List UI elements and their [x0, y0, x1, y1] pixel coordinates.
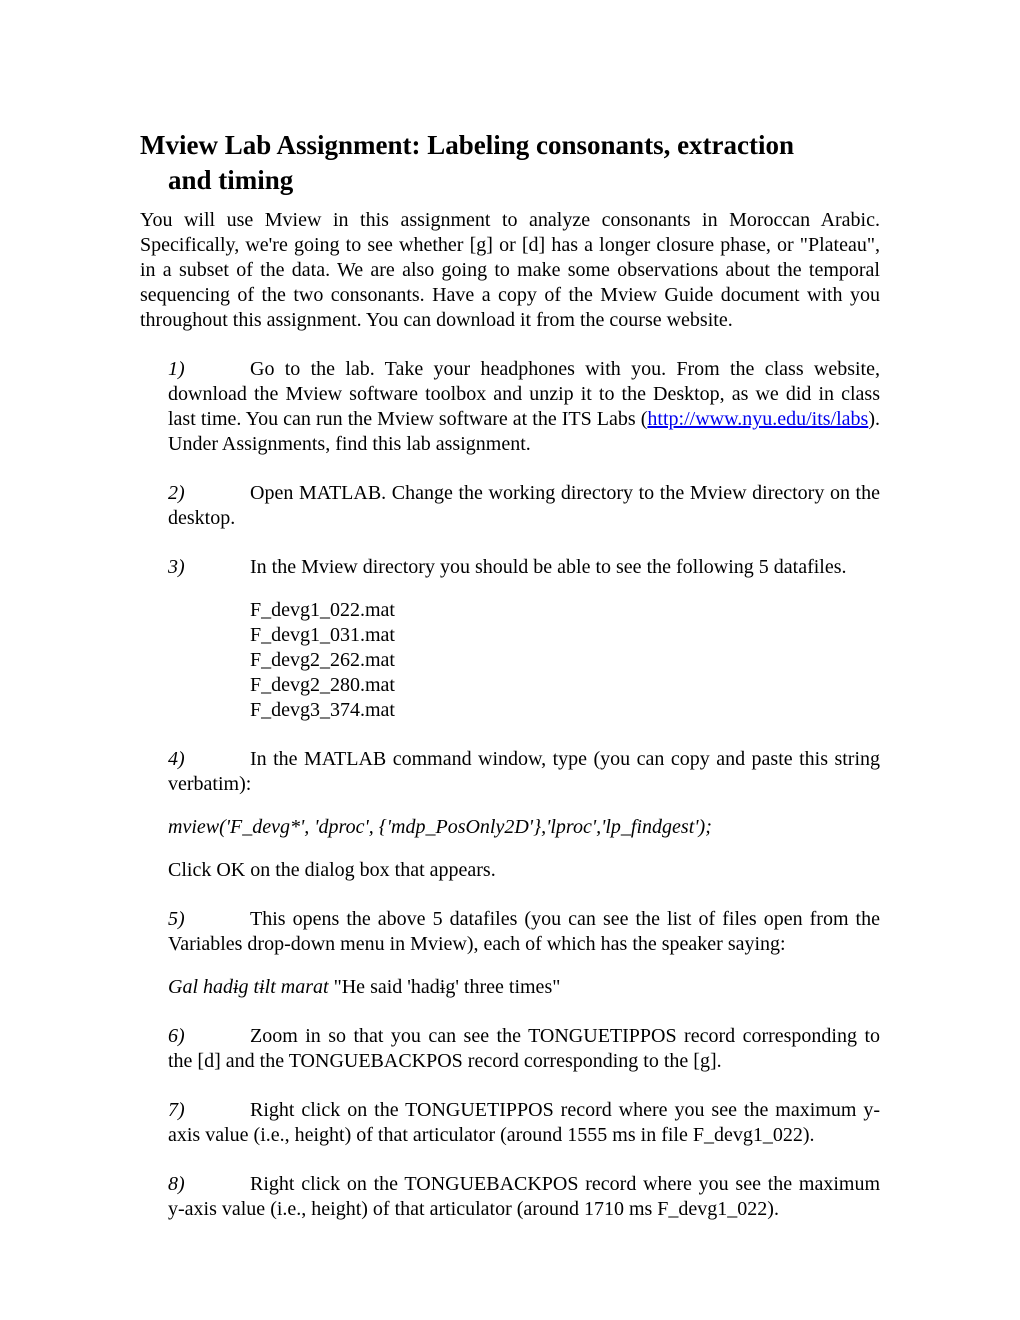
step-6: 6)Zoom in so that you can see the TONGUE… [140, 1024, 880, 1074]
step-4-number: 4) [168, 747, 250, 772]
step-4-text: In the MATLAB command window, type (you … [168, 748, 880, 795]
file-5: F_devg3_374.mat [250, 698, 880, 723]
step-3: 3)In the Mview directory you should be a… [140, 555, 880, 580]
intro-paragraph: You will use Mview in this assignment to… [140, 208, 880, 333]
file-1: F_devg1_022.mat [250, 598, 880, 623]
step-7-number: 7) [168, 1098, 250, 1123]
step-6-text: Zoom in so that you can see the TONGUETI… [168, 1025, 880, 1072]
step-5-number: 5) [168, 907, 250, 932]
datafile-list: F_devg1_022.mat F_devg1_031.mat F_devg2_… [140, 598, 880, 723]
step-3-number: 3) [168, 555, 250, 580]
step-2: 2)Open MATLAB. Change the working direct… [140, 481, 880, 531]
step-6-number: 6) [168, 1024, 250, 1049]
page-title: Mview Lab Assignment: Labeling consonant… [140, 128, 880, 198]
step-1-number: 1) [168, 357, 250, 382]
step-8-text: Right click on the TONGUEBACKPOS record … [168, 1173, 880, 1220]
step-7-text: Right click on the TONGUETIPPOS record w… [168, 1099, 880, 1146]
utterance-italic: Gal hadɨg tɨlt marat [168, 976, 329, 998]
utterance: Gal hadɨg tɨlt marat "He said 'hadɨg' th… [140, 975, 880, 1000]
step-5: 5)This opens the above 5 datafiles (you … [140, 907, 880, 957]
its-labs-link[interactable]: http://www.nyu.edu/its/labs [647, 408, 868, 430]
file-2: F_devg1_031.mat [250, 623, 880, 648]
utterance-gloss: "He said 'hadɨg' three times" [329, 976, 561, 998]
step-1: 1)Go to the lab. Take your headphones wi… [140, 357, 880, 457]
step-4: 4)In the MATLAB command window, type (yo… [140, 747, 880, 797]
step-2-number: 2) [168, 481, 250, 506]
title-line-1: Mview Lab Assignment: Labeling consonant… [140, 130, 794, 160]
title-line-2: and timing [140, 165, 293, 195]
step-3-text: In the Mview directory you should be abl… [250, 556, 847, 578]
mview-command: mview('F_devg*', 'dproc', {'mdp_PosOnly2… [140, 815, 880, 840]
step-5-text: This opens the above 5 datafiles (you ca… [168, 908, 880, 955]
step-8-number: 8) [168, 1172, 250, 1197]
click-ok-text: Click OK on the dialog box that appears. [140, 858, 880, 883]
step-8: 8)Right click on the TONGUEBACKPOS recor… [140, 1172, 880, 1222]
file-4: F_devg2_280.mat [250, 673, 880, 698]
step-7: 7)Right click on the TONGUETIPPOS record… [140, 1098, 880, 1148]
file-3: F_devg2_262.mat [250, 648, 880, 673]
step-2-text: Open MATLAB. Change the working director… [168, 482, 880, 529]
